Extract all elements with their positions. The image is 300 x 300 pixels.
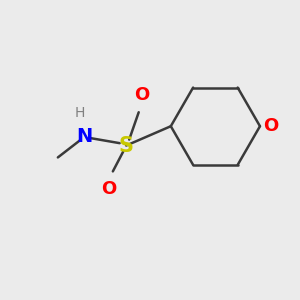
Text: O: O [101,180,116,198]
Text: O: O [134,86,149,104]
Text: O: O [263,117,279,135]
Text: N: N [76,127,93,146]
Text: S: S [119,136,134,155]
Text: H: H [75,106,85,120]
